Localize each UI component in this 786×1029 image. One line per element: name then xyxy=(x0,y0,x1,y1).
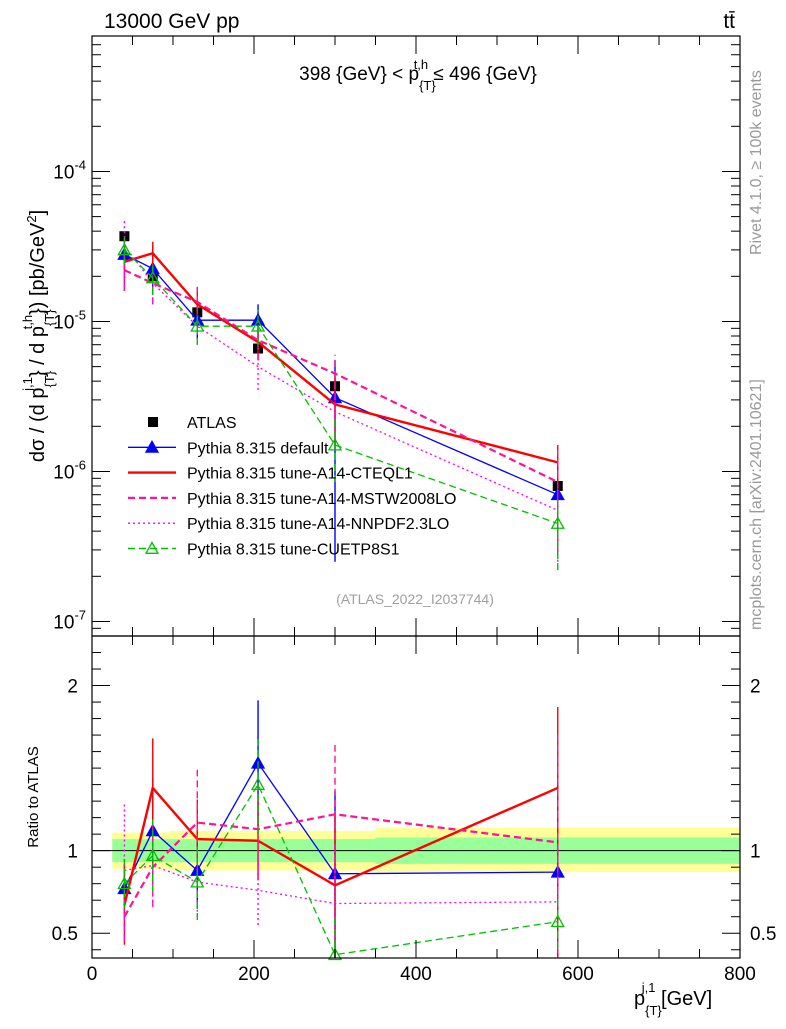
x-tick-label: 200 xyxy=(238,964,270,985)
mcplots-label: mcplots.cern.ch [arXiv:2401.10621] xyxy=(748,379,765,630)
legend: ATLAS Pythia 8.315 default Pythia 8.315 tu… xyxy=(128,415,456,559)
series-marker xyxy=(145,270,160,284)
ratio-y-tick-label-right: 1 xyxy=(750,842,761,863)
series-line xyxy=(124,253,559,496)
legend-marker xyxy=(144,541,160,554)
legend-item: Pythia 8.315 tune-A14-CTEQL1 xyxy=(128,466,413,483)
y-tick-label: 10-4 xyxy=(53,157,86,183)
legend-item: Pythia 8.315 tune-A14-NNPDF2.3LO xyxy=(128,516,449,533)
series-marker xyxy=(190,318,205,332)
legend-label: Pythia 8.315 tune-CUETP8S1 xyxy=(187,542,400,559)
y-tick-label: 10-6 xyxy=(53,457,86,483)
series-line xyxy=(123,761,558,889)
series-marker xyxy=(327,437,343,451)
legend-label: ATLAS xyxy=(187,415,237,432)
legend-marker xyxy=(144,439,160,453)
series-line xyxy=(123,785,559,906)
series-line xyxy=(124,251,559,464)
y-tick-label: 10-5 xyxy=(53,307,86,333)
series-line xyxy=(123,245,559,512)
legend-item: Pythia 8.315 tune-CUETP8S1 xyxy=(128,541,400,559)
legend-label: Pythia 8.315 tune-A14-CTEQL1 xyxy=(187,466,413,483)
x-tick-label: 0 xyxy=(87,964,98,985)
series-marker xyxy=(117,876,132,890)
x-axis-label: p{T}j,1 [GeV] xyxy=(634,980,712,1018)
legend-label: Pythia 8.315 default xyxy=(187,440,329,457)
series-marker xyxy=(327,947,343,961)
main-series-4 xyxy=(117,238,565,571)
ratio-y-tick-label-right: 2 xyxy=(750,677,761,698)
legend-swatch xyxy=(148,417,158,427)
watermark: (ATLAS_2022_I2037744) xyxy=(336,591,494,607)
ratio-panel: 0.5 0.5 1 1 2 2 0 200 400 600 800 Ratio to ATLAS xyxy=(25,635,776,985)
ratio-y-tick-label: 1 xyxy=(67,842,78,863)
legend-item: ATLAS xyxy=(148,415,237,432)
ratio-y-tick-label: 0.5 xyxy=(52,924,78,945)
series-line xyxy=(124,864,558,905)
x-tick-label: 800 xyxy=(724,964,756,985)
series-marker xyxy=(250,318,266,332)
main-series-3 xyxy=(123,219,559,562)
ratio-y-tick-label-right: 0.5 xyxy=(750,924,776,945)
series-marker xyxy=(145,848,160,862)
series-line xyxy=(123,813,558,918)
legend-label: Pythia 8.315 tune-A14-MSTW2008LO xyxy=(187,491,456,508)
ratio-y-axis-label: Ratio to ATLAS xyxy=(25,746,42,847)
svg-text:dσ / (d p{T}j,1} / d p{T}t,h}): dσ / (d p{T}j,1} / d p{T}t,h}) [pb/GeV2] xyxy=(20,210,57,462)
main-y-axis-label: dσ / (d p{T}j,1} / d p{T}t,h}) [pb/GeV2] xyxy=(20,210,57,462)
ratio-frame xyxy=(91,635,741,959)
ratio-y-tick-label: 2 xyxy=(67,677,78,698)
process-label: tt̄ xyxy=(723,10,735,33)
main-series-0 xyxy=(117,238,565,562)
series-marker xyxy=(117,242,132,256)
x-tick-label: 600 xyxy=(562,964,594,985)
energy-label: 13000 GeV pp xyxy=(104,10,239,33)
main-panel: 10-7 10-6 10-5 10-4 398 {GeV} < p{T}t,h ≤ 4… xyxy=(20,35,741,637)
series-marker xyxy=(550,516,565,529)
series-marker xyxy=(550,914,565,928)
legend-item: Pythia 8.315 default xyxy=(128,439,329,457)
series-line xyxy=(123,249,558,525)
legend-label: Pythia 8.315 tune-A14-NNPDF2.3LO xyxy=(187,516,449,533)
series-marker xyxy=(250,777,266,791)
x-tick-label: 400 xyxy=(400,964,432,985)
main-title: 398 {GeV} < p{T}t,h ≤ 496 {GeV} xyxy=(299,57,537,93)
rivet-version-label: Rivet 4.1.0, ≥ 100k events xyxy=(748,70,765,255)
y-tick-label: 10-7 xyxy=(53,607,86,633)
series-marker xyxy=(190,874,205,888)
legend-item: Pythia 8.315 tune-A14-MSTW2008LO xyxy=(128,491,456,508)
ratio-series-3 xyxy=(123,804,559,958)
